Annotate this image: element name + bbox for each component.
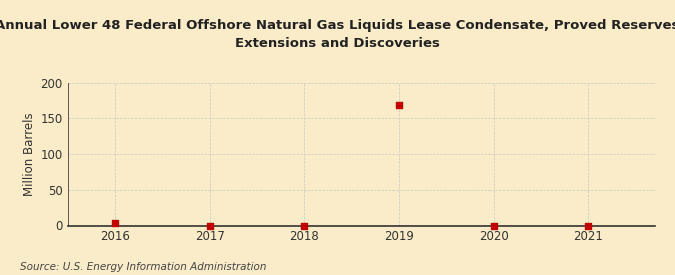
Point [583, 224, 594, 228]
Y-axis label: Million Barrels: Million Barrels [23, 112, 36, 196]
Text: Annual Lower 48 Federal Offshore Natural Gas Liquids Lease Condensate, Proved Re: Annual Lower 48 Federal Offshore Natural… [0, 19, 675, 50]
Text: Source: U.S. Energy Information Administration: Source: U.S. Energy Information Administ… [20, 262, 267, 272]
Point [204, 224, 215, 228]
Point [394, 103, 404, 107]
Point [488, 224, 499, 228]
Point [299, 224, 310, 228]
Point [109, 221, 120, 225]
